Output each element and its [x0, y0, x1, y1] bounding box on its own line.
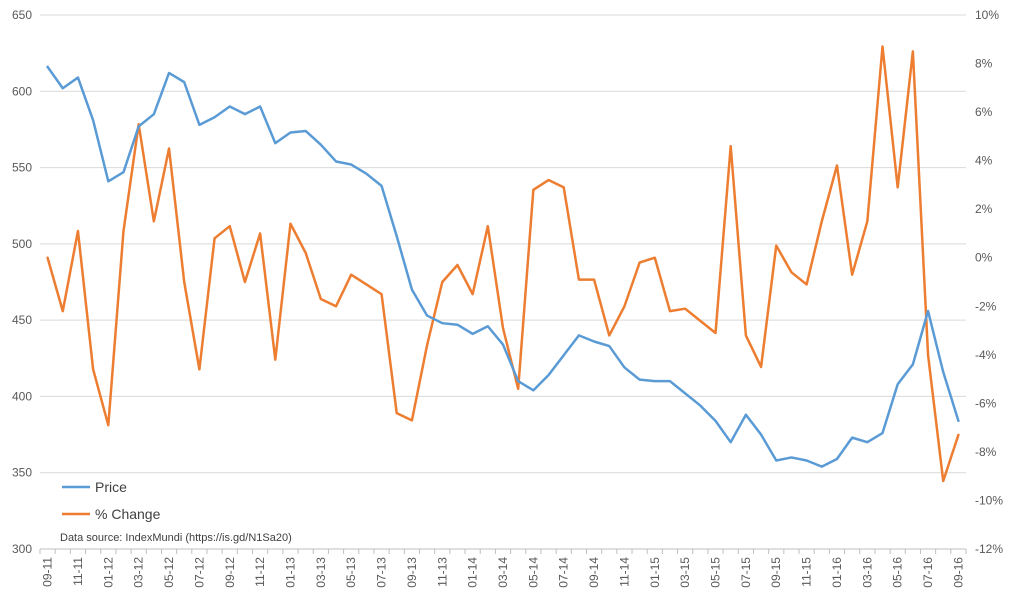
x-tick-label: 07-14 — [557, 557, 571, 588]
x-tick-label: 07-12 — [192, 557, 206, 588]
y-axis-left: 300 350 400 450 500 550 600 650 — [12, 8, 32, 556]
y-tick-label: 300 — [12, 542, 32, 556]
x-tick-label: 01-16 — [830, 557, 844, 588]
x-tick-label: 11-12 — [253, 557, 267, 587]
y-tick-label: 400 — [12, 389, 32, 403]
x-tick-label: 03-14 — [496, 557, 510, 588]
y2-tick-label: 4% — [975, 154, 993, 168]
data-source-annotation: Data source: IndexMundi (https://is.gd/N… — [60, 532, 292, 544]
x-tick-label: 09-12 — [223, 557, 237, 588]
y-axis-right: -12% -10% -8% -6% -4% -2% 0% 2% 4% 6% 8% 10% — [975, 8, 1003, 556]
x-tick-label: 09-15 — [769, 557, 783, 588]
y2-tick-label: -8% — [975, 445, 997, 459]
legend: Price % Change — [62, 479, 161, 522]
x-tick-label: 01-13 — [283, 557, 297, 588]
x-tick-label: 01-12 — [101, 557, 115, 588]
x-tick-label: 07-13 — [375, 557, 389, 588]
y-tick-label: 650 — [12, 8, 32, 22]
y2-tick-label: 2% — [975, 202, 993, 216]
y-tick-label: 450 — [12, 313, 32, 327]
y2-tick-label: -10% — [975, 493, 1003, 507]
y2-tick-label: -12% — [975, 542, 1003, 556]
x-tick-label: 11-13 — [435, 557, 449, 587]
y2-tick-label: -2% — [975, 299, 997, 313]
x-tick-label: 09-11 — [41, 557, 55, 587]
x-tick-label: 11-14 — [617, 557, 631, 587]
y2-tick-label: -6% — [975, 396, 997, 410]
y-tick-label: 550 — [12, 161, 32, 175]
x-tick-label: 11-11 — [71, 557, 85, 586]
y-tick-label: 600 — [12, 84, 32, 98]
x-tick-label: 07-16 — [921, 557, 935, 588]
x-tick-label: 01-15 — [648, 557, 662, 588]
x-tick-label: 03-15 — [678, 557, 692, 588]
x-tick-label: 01-14 — [466, 557, 480, 588]
series-layer — [46, 45, 960, 483]
x-tick-label: 07-15 — [739, 557, 753, 588]
y-tick-label: 350 — [12, 466, 32, 480]
x-tick-label: 05-14 — [526, 557, 540, 588]
x-tick-label: 03-16 — [860, 557, 874, 588]
x-tick-label: 05-12 — [162, 557, 176, 588]
y2-tick-label: 10% — [975, 8, 999, 22]
x-tick-label: 11-15 — [800, 557, 814, 587]
legend-label-change: % Change — [95, 506, 161, 522]
y-tick-label: 500 — [12, 237, 32, 251]
x-tick-label: 05-13 — [344, 557, 358, 588]
x-tick-label: 09-16 — [951, 557, 965, 588]
y2-tick-label: 0% — [975, 251, 993, 265]
x-axis: 09-11 11-11 01-12 03-12 05-12 07-12 09-12 11-12… — [39, 548, 967, 588]
x-tick-label: 05-16 — [891, 557, 905, 588]
x-tick-label: 03-13 — [314, 557, 328, 588]
y2-tick-label: 6% — [975, 105, 993, 119]
x-tick-label: 09-14 — [587, 557, 601, 588]
x-tick-label: 03-12 — [132, 557, 146, 588]
series-line-change — [46, 45, 960, 483]
series-line-price — [46, 65, 960, 468]
x-tick-label: 09-13 — [405, 557, 419, 588]
y2-tick-label: -4% — [975, 348, 997, 362]
y2-tick-label: 8% — [975, 57, 993, 71]
legend-label-price: Price — [95, 479, 127, 495]
x-tick-label: 05-15 — [709, 557, 723, 588]
